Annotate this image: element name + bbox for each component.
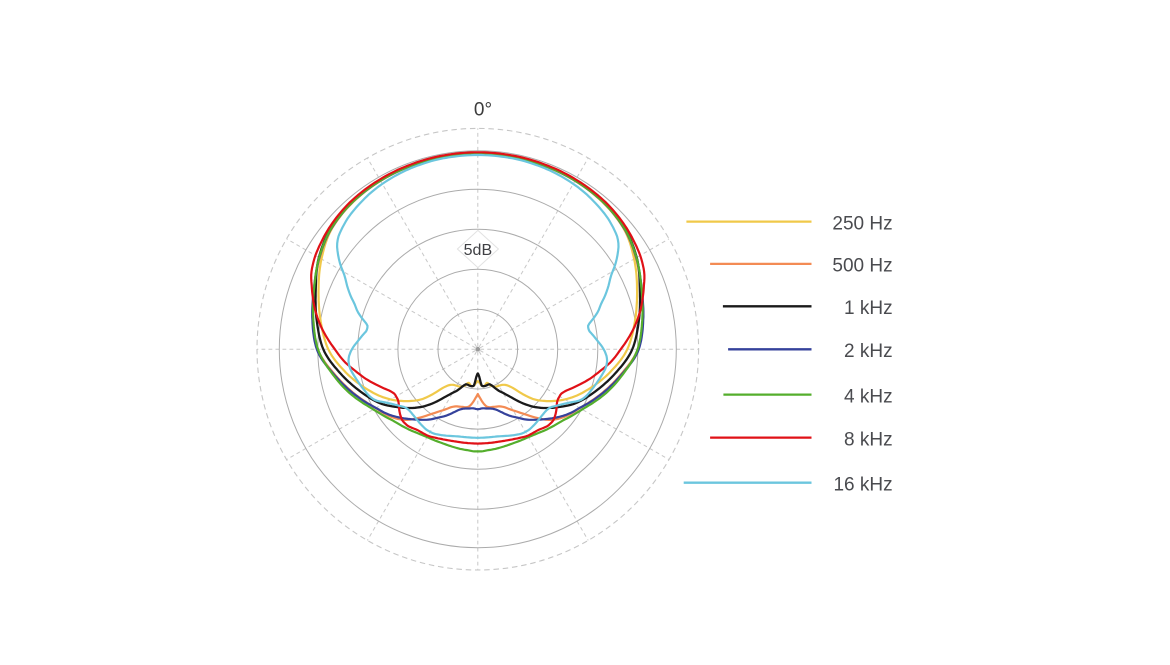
svg-text:2 kHz: 2 kHz (844, 341, 893, 362)
svg-text:8 kHz: 8 kHz (844, 429, 893, 450)
svg-text:4 kHz: 4 kHz (844, 386, 893, 407)
svg-text:250 Hz: 250 Hz (832, 213, 892, 234)
svg-text:0°: 0° (474, 100, 492, 121)
svg-text:5dB: 5dB (464, 242, 492, 259)
svg-text:500 Hz: 500 Hz (832, 256, 892, 277)
svg-text:16 kHz: 16 kHz (833, 475, 892, 496)
svg-text:1 kHz: 1 kHz (844, 298, 893, 319)
